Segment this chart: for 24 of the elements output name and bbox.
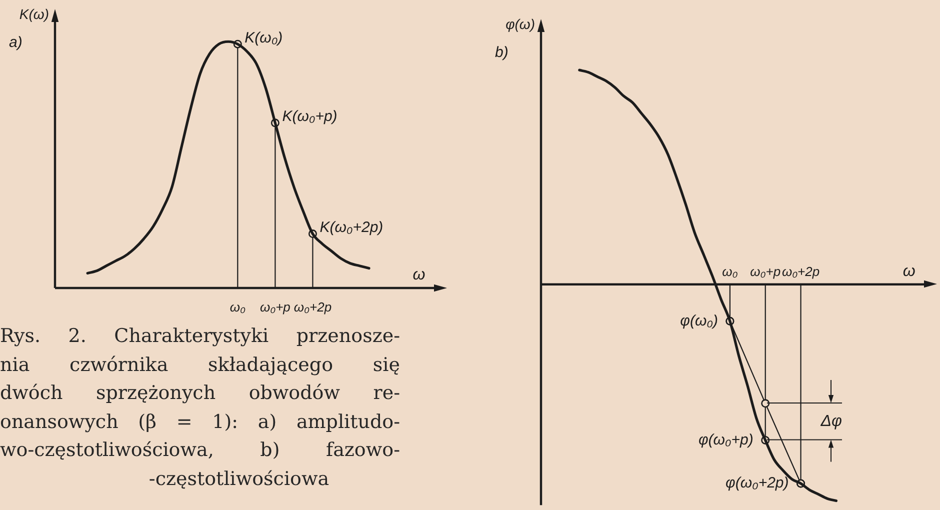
chart-title: b) <box>495 44 508 62</box>
text: onansowych (β = 1): a) amplitudo- <box>0 410 400 435</box>
x-tick-label: ω₀+p <box>260 300 290 315</box>
text: Rys. 2. Charakterystyki przenosze- <box>0 324 400 349</box>
annotation: φ(ω₀) <box>680 312 718 330</box>
x-tick-label: ω₀+2p <box>782 264 820 279</box>
annotation: K(ω₀) <box>244 29 283 46</box>
x-axis-title: ω <box>902 262 916 280</box>
annotation: K(ω₀+2p) <box>320 218 384 236</box>
x-tick-label: ω₀ <box>722 264 738 279</box>
annotation: φ(ω₀+p) <box>698 431 754 448</box>
y-axis-title: φ(ω) <box>506 16 535 32</box>
text: nia czwórnika składającego się <box>0 352 400 378</box>
x-axis-title: ω <box>412 266 426 284</box>
text: -częstotliwościowa <box>148 466 330 492</box>
text: wo-częstotliwościowa, b) fazowo- <box>0 438 400 464</box>
x-tick-label: ω₀+p <box>750 264 781 279</box>
text: dwóch sprzężonych obwodów re- <box>0 381 400 406</box>
chart-title: a) <box>9 34 22 52</box>
y-axis-title: K(ω) <box>19 6 49 22</box>
annotation: φ(ω₀+2p) <box>726 474 789 492</box>
x-tick-label: ω₀ <box>230 300 246 315</box>
annotation: K(ω₀+p) <box>282 108 338 126</box>
x-tick-label: ω₀+2p <box>294 300 332 315</box>
